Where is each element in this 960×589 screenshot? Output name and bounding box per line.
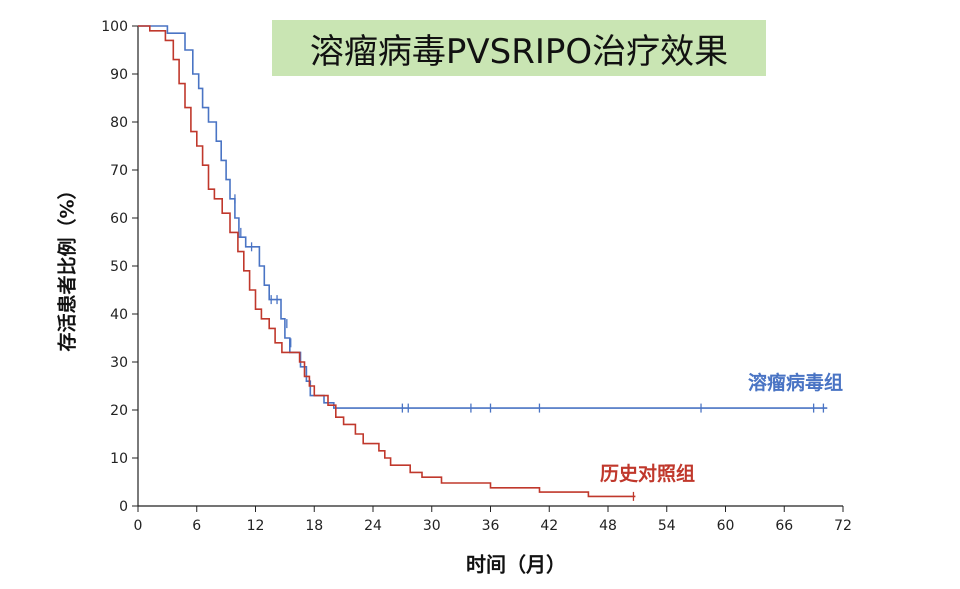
x-tick-label: 36 (482, 518, 500, 534)
x-tick-label: 30 (423, 518, 441, 534)
y-tick: 50 (110, 259, 138, 275)
y-tick-label: 50 (110, 259, 128, 275)
x-tick: 60 (717, 506, 735, 534)
y-tick: 80 (110, 115, 138, 131)
y-tick: 60 (110, 211, 138, 227)
y-tick: 70 (110, 163, 138, 179)
y-tick-label: 80 (110, 115, 128, 131)
series-label-virus: 溶瘤病毒组 (748, 372, 844, 394)
y-tick: 10 (110, 451, 138, 467)
y-axis-label: 存活患者比例（%） (56, 180, 79, 352)
x-tick-label: 18 (305, 518, 323, 534)
y-tick-label: 10 (110, 451, 128, 467)
chart-axes: 0 10 20 30 40 50 60 70 80 90 100 0 6 12 18 24 30 36 42 48 54… (101, 19, 852, 534)
chart-title-box: 溶瘤病毒PVSRIPO治疗效果 (272, 20, 766, 76)
x-tick: 54 (658, 506, 676, 534)
x-tick: 6 (192, 506, 201, 534)
x-tick: 36 (482, 506, 500, 534)
x-tick-label: 60 (717, 518, 735, 534)
x-tick: 48 (599, 506, 617, 534)
x-tick: 72 (834, 506, 852, 534)
x-tick: 42 (540, 506, 558, 534)
x-tick-label: 0 (134, 518, 143, 534)
y-tick-label: 30 (110, 355, 128, 371)
y-tick: 20 (110, 403, 138, 419)
chart-series (138, 25, 828, 501)
y-tick-label: 70 (110, 163, 128, 179)
x-tick-label: 48 (599, 518, 617, 534)
x-tick-label: 72 (834, 518, 852, 534)
y-tick-label: 100 (101, 19, 128, 35)
x-tick-label: 54 (658, 518, 676, 534)
x-axis-label: 时间（月） (466, 552, 566, 577)
survival-curve (138, 25, 828, 409)
x-tick: 30 (423, 506, 441, 534)
x-tick-label: 6 (192, 518, 201, 534)
x-tick: 24 (364, 506, 382, 534)
y-tick: 100 (101, 19, 138, 35)
survival-curve (138, 25, 636, 498)
y-tick-label: 90 (110, 67, 128, 83)
y-tick-label: 40 (110, 307, 128, 323)
y-tick-label: 20 (110, 403, 128, 419)
x-tick-label: 12 (247, 518, 265, 534)
y-tick-label: 60 (110, 211, 128, 227)
y-tick: 0 (119, 499, 138, 515)
x-tick-label: 24 (364, 518, 382, 534)
x-tick: 66 (775, 506, 793, 534)
x-tick-label: 66 (775, 518, 793, 534)
x-tick: 18 (305, 506, 323, 534)
series-label-historical: 历史对照组 (600, 463, 696, 485)
series-historical (138, 25, 636, 501)
x-tick-label: 42 (540, 518, 558, 534)
x-tick: 0 (134, 506, 143, 534)
y-tick: 90 (110, 67, 138, 83)
series-virus (138, 25, 828, 413)
y-tick: 40 (110, 307, 138, 323)
y-tick: 30 (110, 355, 138, 371)
y-tick-label: 0 (119, 499, 128, 515)
x-tick: 12 (247, 506, 265, 534)
chart-title: 溶瘤病毒PVSRIPO治疗效果 (309, 31, 729, 72)
